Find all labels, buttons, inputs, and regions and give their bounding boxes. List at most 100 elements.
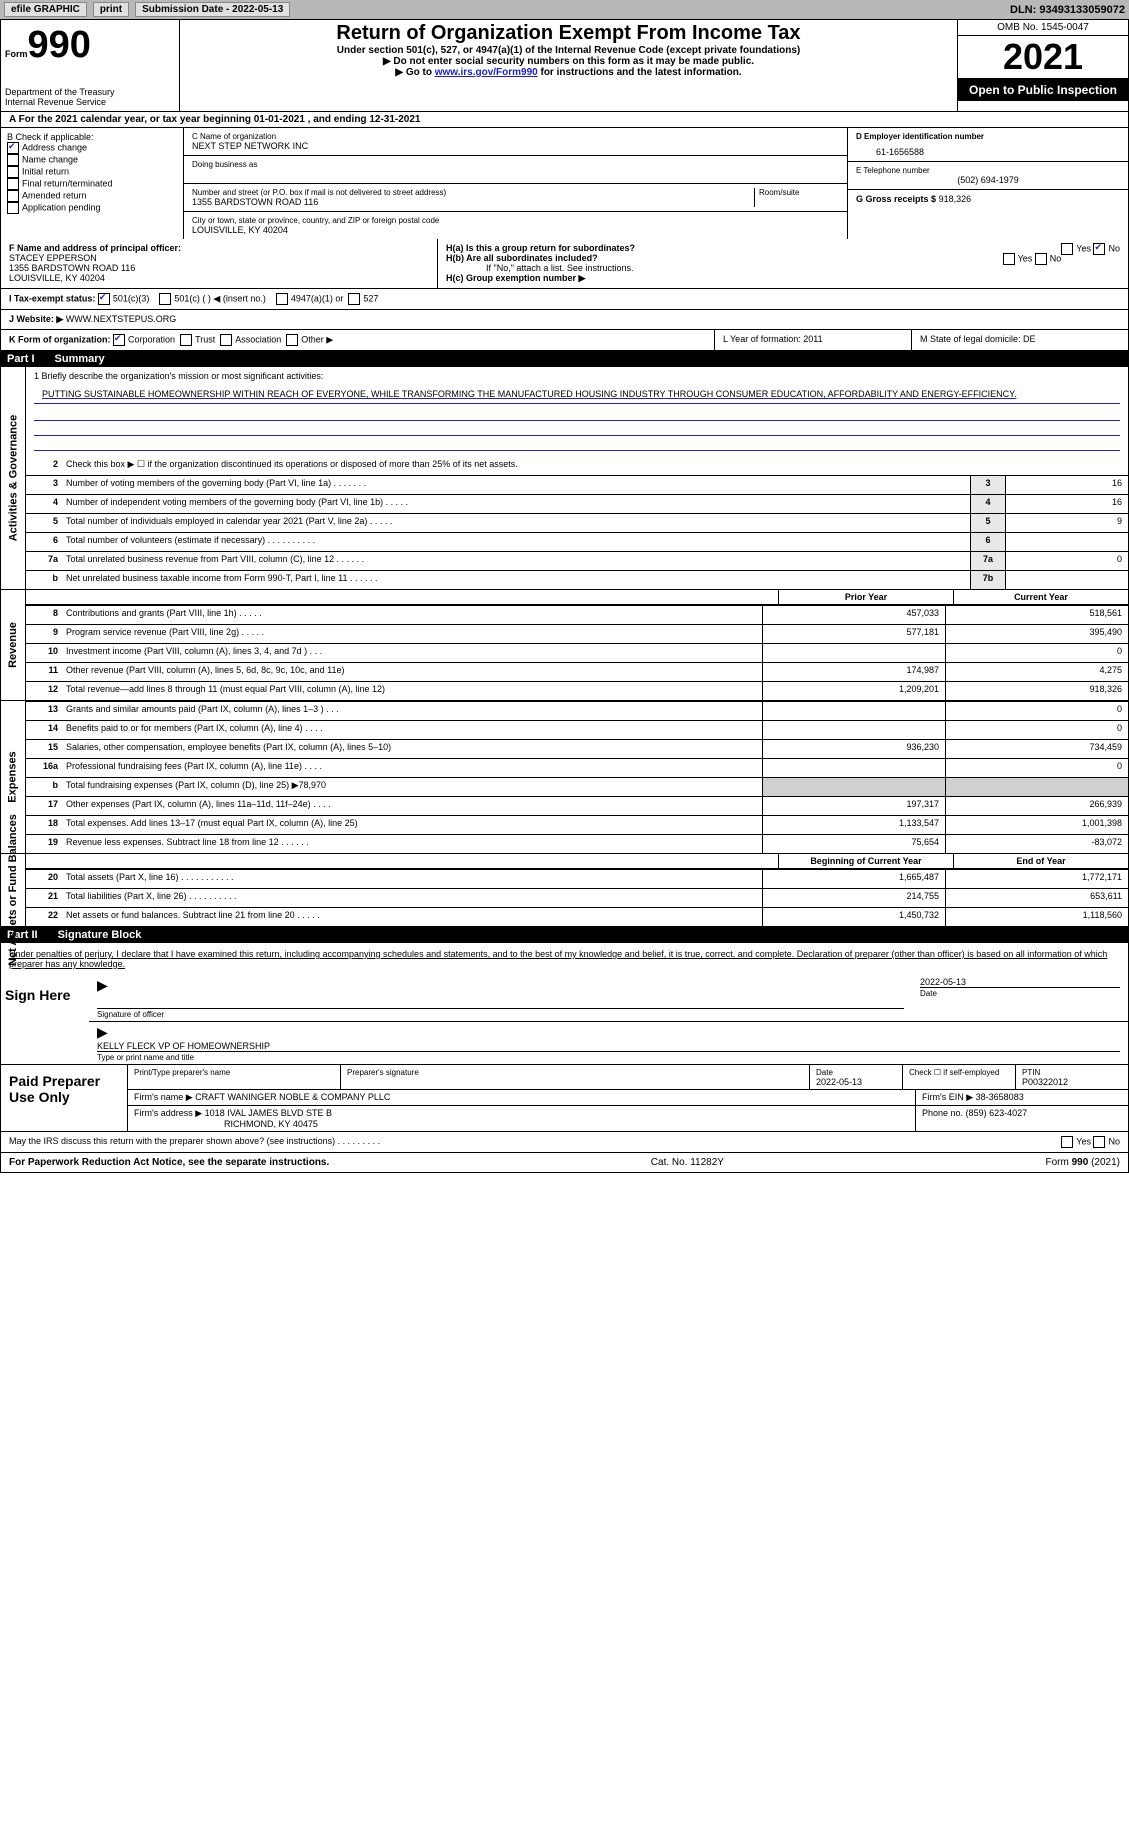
hb-label: H(b) Are all subordinates included? (446, 253, 598, 263)
yes-label-2: Yes (1018, 253, 1033, 263)
ha-yes[interactable] (1061, 243, 1073, 255)
blank-line-3 (34, 436, 1120, 451)
begin-year-hdr: Beginning of Current Year (778, 854, 953, 868)
sign-date: 2022-05-13 (920, 977, 1120, 987)
paid-prep-label: Paid Preparer Use Only (1, 1065, 127, 1131)
website-url: WWW.NEXTSTEPUS.ORG (66, 314, 177, 324)
open-to-public: Open to Public Inspection (958, 79, 1128, 101)
gov-line-row: 2Check this box ▶ ☐ if the organization … (26, 457, 1128, 475)
sig-officer-label: Signature of officer (97, 1010, 164, 1019)
org-name: NEXT STEP NETWORK INC (192, 141, 839, 151)
ha-no[interactable] (1093, 243, 1105, 255)
trust-label: Trust (195, 334, 215, 344)
ck-501c[interactable] (159, 293, 171, 305)
expenses-section: Expenses 13Grants and similar amounts pa… (1, 701, 1128, 854)
table-row: 18Total expenses. Add lines 13–17 (must … (26, 815, 1128, 834)
table-row: 16aProfessional fundraising fees (Part I… (26, 758, 1128, 777)
part-1-title: Summary (55, 353, 105, 365)
irs-link[interactable]: www.irs.gov/Form990 (435, 67, 538, 78)
discuss-no[interactable] (1093, 1136, 1105, 1148)
paid-preparer-section: Paid Preparer Use Only Print/Type prepar… (1, 1065, 1128, 1132)
discuss-text: May the IRS discuss this return with the… (9, 1136, 1061, 1148)
form-ref: Form 990 (2021) (1046, 1157, 1120, 1168)
dln: DLN: 93493133059072 (1010, 4, 1125, 16)
checkbox-app[interactable] (7, 202, 19, 214)
form-footer: For Paperwork Reduction Act Notice, see … (1, 1153, 1128, 1172)
tab-governance: Activities & Governance (7, 415, 19, 542)
submission-date: Submission Date - 2022-05-13 (135, 2, 290, 17)
other-label: Other ▶ (301, 334, 333, 344)
hc-label: H(c) Group exemption number ▶ (446, 273, 1120, 284)
end-year-hdr: End of Year (953, 854, 1128, 868)
sign-here-label: Sign Here (1, 975, 89, 1064)
ck-527[interactable] (348, 293, 360, 305)
discuss-row: May the IRS discuss this return with the… (1, 1132, 1128, 1153)
table-row: 8Contributions and grants (Part VIII, li… (26, 605, 1128, 624)
addr-change-label: Address change (22, 142, 87, 152)
website-label: J Website: ▶ (9, 314, 63, 324)
gross-receipts: 918,326 (939, 194, 972, 204)
city-label: City or town, state or province, country… (192, 216, 839, 225)
ck-501c3[interactable] (98, 293, 110, 305)
checkbox-final[interactable] (7, 178, 19, 190)
checkbox-init[interactable] (7, 166, 19, 178)
opt-527: 527 (363, 293, 378, 303)
officer-name: STACEY EPPERSON (9, 253, 429, 263)
print-button[interactable]: print (93, 2, 129, 17)
prep-name-label: Print/Type preparer's name (134, 1068, 230, 1077)
opt-501c: 501(c) ( ) ◀ (insert no.) (174, 293, 265, 303)
ein-label: D Employer identification number (856, 132, 1120, 141)
yes-label: Yes (1076, 243, 1091, 253)
amend-label: Amended return (22, 190, 87, 200)
prep-date-label: Date (816, 1068, 833, 1077)
street: 1355 BARDSTOWN ROAD 116 (192, 197, 754, 207)
city: LOUISVILLE, KY 40204 (192, 225, 839, 235)
prep-sig-label: Preparer's signature (347, 1068, 419, 1077)
irs-label: Internal Revenue Service (5, 97, 175, 107)
phone-label: Phone no. (922, 1108, 963, 1118)
section-i: I Tax-exempt status: 501(c)(3) 501(c) ( … (1, 289, 1128, 310)
dept-label: Department of the Treasury (5, 87, 175, 97)
gov-line-row: bNet unrelated business taxable income f… (26, 570, 1128, 589)
officer-label: F Name and address of principal officer: (9, 243, 429, 253)
no-label: No (1108, 243, 1120, 253)
org-name-label: C Name of organization (192, 132, 839, 141)
table-row: 17Other expenses (Part IX, column (A), l… (26, 796, 1128, 815)
form-number: 990 (28, 24, 91, 66)
subtitle-3-pre: ▶ Go to (395, 67, 434, 78)
ck-trust[interactable] (180, 334, 192, 346)
no-label-2: No (1050, 253, 1062, 263)
hb-no[interactable] (1035, 253, 1047, 265)
opt-4947: 4947(a)(1) or (291, 293, 344, 303)
discuss-yes[interactable] (1061, 1136, 1073, 1148)
tab-netassets: Net Assets or Fund Balances (7, 814, 19, 966)
gov-line-row: 7aTotal unrelated business revenue from … (26, 551, 1128, 570)
firm-ein: 38-3658083 (976, 1092, 1024, 1102)
checkbox-amend[interactable] (7, 190, 19, 202)
ck-4947[interactable] (276, 293, 288, 305)
table-row: 20Total assets (Part X, line 16) . . . .… (26, 869, 1128, 888)
omb-number: OMB No. 1545-0047 (958, 20, 1128, 36)
form-header: Form990 Department of the Treasury Inter… (1, 20, 1128, 112)
name-change-label: Name change (22, 154, 78, 164)
revenue-section: Revenue Prior Year Current Year 8Contrib… (1, 590, 1128, 701)
table-row: 15Salaries, other compensation, employee… (26, 739, 1128, 758)
part-1-bar: Part I Summary (1, 351, 1128, 367)
corp-label: Corporation (128, 334, 175, 344)
penalty-text: Under penalties of perjury, I declare th… (1, 943, 1128, 975)
assoc-label: Association (235, 334, 281, 344)
mission-q: 1 Briefly describe the organization's mi… (26, 367, 1128, 385)
ck-assoc[interactable] (220, 334, 232, 346)
date-label: Date (920, 989, 937, 998)
firm-name: CRAFT WANINGER NOBLE & COMPANY PLLC (195, 1092, 390, 1102)
cat-no: Cat. No. 11282Y (651, 1157, 724, 1168)
firm-phone: (859) 623-4027 (966, 1108, 1028, 1118)
ck-other[interactable] (286, 334, 298, 346)
ck-corp[interactable] (113, 334, 125, 346)
checkbox-name[interactable] (7, 154, 19, 166)
hb-yes[interactable] (1003, 253, 1015, 265)
gov-line-row: 3Number of voting members of the governi… (26, 475, 1128, 494)
gov-line-row: 6Total number of volunteers (estimate if… (26, 532, 1128, 551)
checkbox-addr[interactable] (7, 142, 19, 154)
telephone: (502) 694-1979 (856, 175, 1120, 185)
